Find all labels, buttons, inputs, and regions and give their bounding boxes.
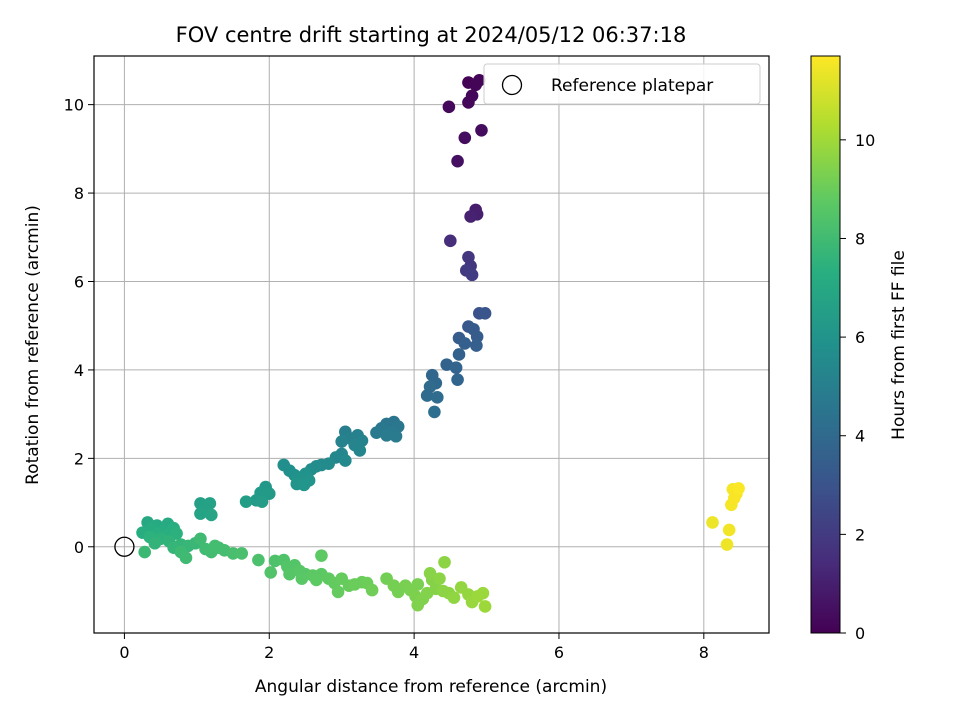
legend-marker-icon xyxy=(501,74,523,96)
x-tick-label: 8 xyxy=(699,643,709,662)
data-point xyxy=(462,96,475,109)
x-tick-label: 6 xyxy=(554,643,564,662)
colorbar: 0 2 4 6 8 10 Hours from first FF file xyxy=(810,55,909,643)
colorbar-tick-label: 0 xyxy=(855,624,865,643)
data-point xyxy=(138,545,151,559)
data-point xyxy=(451,154,464,168)
data-point xyxy=(411,598,425,612)
legend-box xyxy=(483,63,761,105)
data-points xyxy=(136,74,745,613)
legend: Reference platepar xyxy=(483,63,761,105)
colorbar-ticks: 0 2 4 6 8 10 xyxy=(840,131,875,643)
colorbar-gradient xyxy=(810,55,841,634)
data-point xyxy=(208,539,222,553)
y-tick-label: 4 xyxy=(74,361,84,380)
data-point xyxy=(478,600,492,613)
colorbar-label: Hours from first FF file xyxy=(889,250,909,440)
x-tick-label: 4 xyxy=(409,643,419,662)
data-point xyxy=(179,551,193,565)
data-point xyxy=(464,210,477,223)
data-point xyxy=(353,444,367,457)
y-tick-label: 0 xyxy=(74,538,84,557)
data-point xyxy=(433,572,446,585)
y-tick-label: 8 xyxy=(74,184,84,203)
data-point xyxy=(370,426,383,440)
data-point xyxy=(262,487,276,501)
data-point xyxy=(264,566,278,579)
data-point xyxy=(452,348,466,361)
legend-label: Reference platepar xyxy=(551,76,713,96)
data-point xyxy=(476,586,490,600)
x-axis-ticks: 0 2 4 6 8 xyxy=(119,633,709,662)
data-point xyxy=(335,435,348,448)
data-point xyxy=(255,495,269,508)
plot-frame xyxy=(93,55,770,634)
data-point xyxy=(310,573,323,587)
data-point xyxy=(470,339,483,352)
data-point xyxy=(473,74,486,87)
data-point xyxy=(235,547,249,560)
data-point xyxy=(438,555,451,569)
data-point xyxy=(732,482,745,495)
data-point xyxy=(420,389,434,402)
data-point xyxy=(720,538,734,551)
data-point xyxy=(458,131,472,145)
data-point xyxy=(295,572,309,585)
data-point xyxy=(194,532,207,546)
data-point xyxy=(478,307,492,320)
data-point xyxy=(430,391,444,404)
data-point xyxy=(148,536,162,550)
data-point xyxy=(205,508,218,522)
data-point xyxy=(458,337,472,350)
data-point xyxy=(465,268,479,282)
reference-marker xyxy=(114,536,135,557)
data-point xyxy=(389,429,403,443)
colorbar-tick-label: 2 xyxy=(855,525,865,544)
reference-point xyxy=(114,536,135,557)
data-point xyxy=(297,478,311,492)
x-tick-label: 2 xyxy=(264,643,274,662)
data-point xyxy=(411,578,425,591)
data-point xyxy=(444,234,457,248)
data-point xyxy=(331,585,345,599)
data-point xyxy=(727,491,741,505)
data-point xyxy=(442,100,456,114)
y-axis-ticks: 0 2 4 6 8 10 xyxy=(64,96,94,557)
colorbar-tick-label: 10 xyxy=(855,131,875,150)
y-axis-label: Rotation from reference (arcmin) xyxy=(23,205,43,485)
data-point xyxy=(365,583,379,597)
data-point xyxy=(170,527,183,540)
data-point xyxy=(252,553,265,567)
data-point xyxy=(194,507,207,520)
data-point xyxy=(322,457,335,470)
data-point xyxy=(239,495,253,508)
data-point xyxy=(283,567,296,581)
chart-title: FOV centre drift starting at 2024/05/12 … xyxy=(176,23,687,47)
data-point xyxy=(380,429,393,442)
colorbar-tick-label: 6 xyxy=(855,328,865,347)
colorbar-tick-label: 8 xyxy=(855,229,865,248)
y-tick-label: 10 xyxy=(64,96,84,115)
data-point xyxy=(428,405,441,419)
colorbar-tick-label: 4 xyxy=(855,427,865,446)
data-point xyxy=(706,516,719,529)
y-tick-label: 6 xyxy=(74,272,84,291)
data-point xyxy=(475,123,488,137)
data-point xyxy=(226,547,240,560)
data-point xyxy=(451,373,464,386)
x-tick-label: 0 xyxy=(119,643,129,662)
data-point xyxy=(449,361,463,375)
data-point xyxy=(315,549,328,562)
data-point xyxy=(423,567,437,580)
y-tick-label: 2 xyxy=(74,449,84,468)
data-point xyxy=(447,591,461,604)
data-point xyxy=(339,454,352,467)
x-axis-label: Angular distance from reference (arcmin) xyxy=(255,677,607,697)
data-point xyxy=(722,523,736,537)
